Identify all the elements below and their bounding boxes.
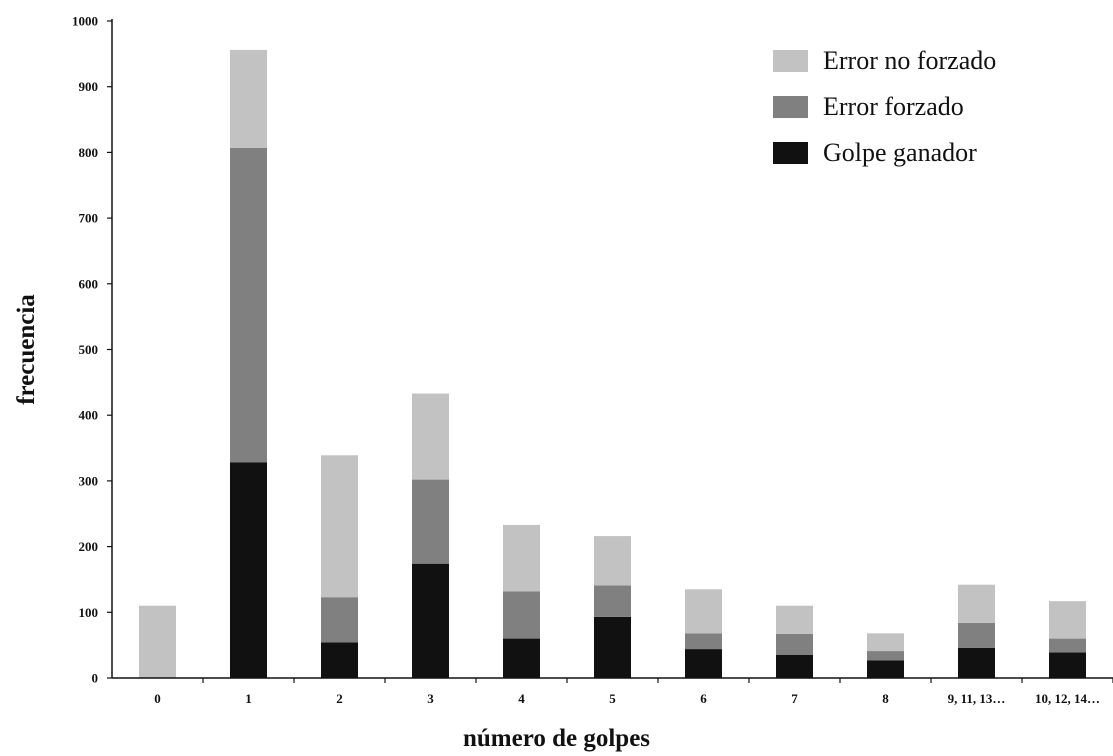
x-tick-label: 1 [245,691,252,706]
y-tick-label: 700 [79,211,99,226]
x-tick-label: 8 [882,691,889,706]
bar-segment [1049,601,1086,639]
y-axis-title: frecuencia [13,294,40,405]
bar-segment [1049,638,1086,653]
y-ticks-group: 0 100 200 300 400 500 600 700 800 900 1000 [72,14,112,686]
bar-segment [594,536,631,586]
bar-segment [412,393,449,480]
y-tick-label: 800 [79,145,99,160]
bar-segment [230,147,267,463]
bar-segment [958,622,995,648]
bar-segment [139,605,176,678]
bar-segment [321,642,358,678]
y-tick-label: 1000 [72,14,98,29]
y-tick-label: 600 [79,276,99,291]
bar-segment [503,524,540,592]
bar-segment [685,633,722,650]
bar-segment [867,660,904,678]
x-tick-label: 4 [518,691,525,706]
x-ticks-group: 0 1 2 3 4 5 6 7 8 9, 11, 13… 10, 12, 14… [154,678,1113,706]
legend: Error no forzado Error forzado Golpe ganad… [773,46,996,167]
bar-segment [867,633,904,652]
legend-swatch [773,96,808,118]
y-tick-label: 200 [79,539,99,554]
x-axis-title: número de golpes [463,725,650,752]
legend-swatch [773,142,808,164]
bar-segment [594,616,631,678]
bar-segment [685,589,722,634]
x-tick-label: 2 [336,691,343,706]
bar-segment [503,591,540,639]
bar-segment [503,638,540,678]
x-tick-label: 5 [609,691,616,706]
bar-segment [594,585,631,617]
bar-segment [412,479,449,564]
x-tick-label: 10, 12, 14… [1035,691,1100,706]
y-tick-label: 100 [79,605,99,620]
x-tick-label: 3 [427,691,434,706]
bar-segment [685,649,722,678]
bar-segment [958,647,995,678]
legend-swatch [773,50,808,72]
bar-segment [958,584,995,623]
legend-label: Golpe ganador [823,138,977,167]
y-tick-label: 400 [79,408,99,423]
x-tick-label: 7 [791,691,798,706]
bar-segment [776,605,813,634]
legend-label: Error forzado [823,92,964,121]
y-tick-label: 300 [79,473,99,488]
bar-segment [230,49,267,148]
y-tick-label: 900 [79,79,99,94]
bar-segment [230,462,267,678]
y-tick-label: 0 [92,671,99,686]
bar-segment [321,455,358,598]
bar-segment [321,597,358,643]
bars-group [139,49,1086,678]
x-tick-label: 9, 11, 13… [948,691,1006,706]
bar-segment [776,633,813,656]
legend-label: Error no forzado [823,46,996,75]
bar-segment [412,563,449,678]
bar-segment [867,651,904,661]
x-tick-label: 0 [154,691,161,706]
bar-segment [1049,652,1086,678]
bar-segment [776,655,813,678]
y-tick-label: 500 [79,342,99,357]
x-tick-label: 6 [700,691,707,706]
